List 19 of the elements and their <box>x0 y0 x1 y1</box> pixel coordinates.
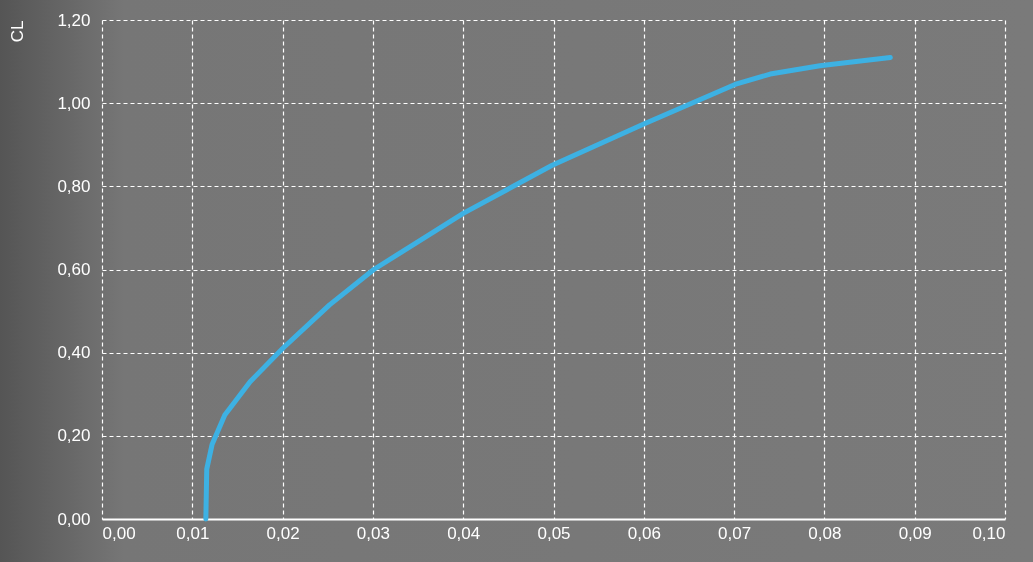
y-tick-label: 1,20 <box>57 10 91 30</box>
x-tick-label: 0,01 <box>176 523 210 543</box>
y-tick-label: 0,60 <box>57 260 91 279</box>
y-tick-label: 0,20 <box>57 426 91 446</box>
x-tick-label: 0,04 <box>447 523 481 543</box>
x-tick-label: 0,02 <box>266 523 300 543</box>
x-tick-label: 0,07 <box>718 523 752 543</box>
y-tick-label: 0,40 <box>57 343 91 363</box>
x-tick-label: 0,08 <box>808 523 842 543</box>
y-tick-label: 0,00 <box>57 509 91 529</box>
y-tick-label: 1,00 <box>57 93 91 113</box>
x-tick-label: 0,03 <box>356 523 390 543</box>
x-tick-label: 0,06 <box>627 523 661 543</box>
x-tick-label: 0,10 <box>972 523 1006 543</box>
y-axis-title: CL <box>7 20 27 43</box>
x-tick-label: 0,09 <box>898 523 932 543</box>
x-tick-label: 0,00 <box>102 523 136 543</box>
x-tick-label: 0,05 <box>537 523 571 543</box>
y-tick-label: 0,80 <box>57 176 91 196</box>
